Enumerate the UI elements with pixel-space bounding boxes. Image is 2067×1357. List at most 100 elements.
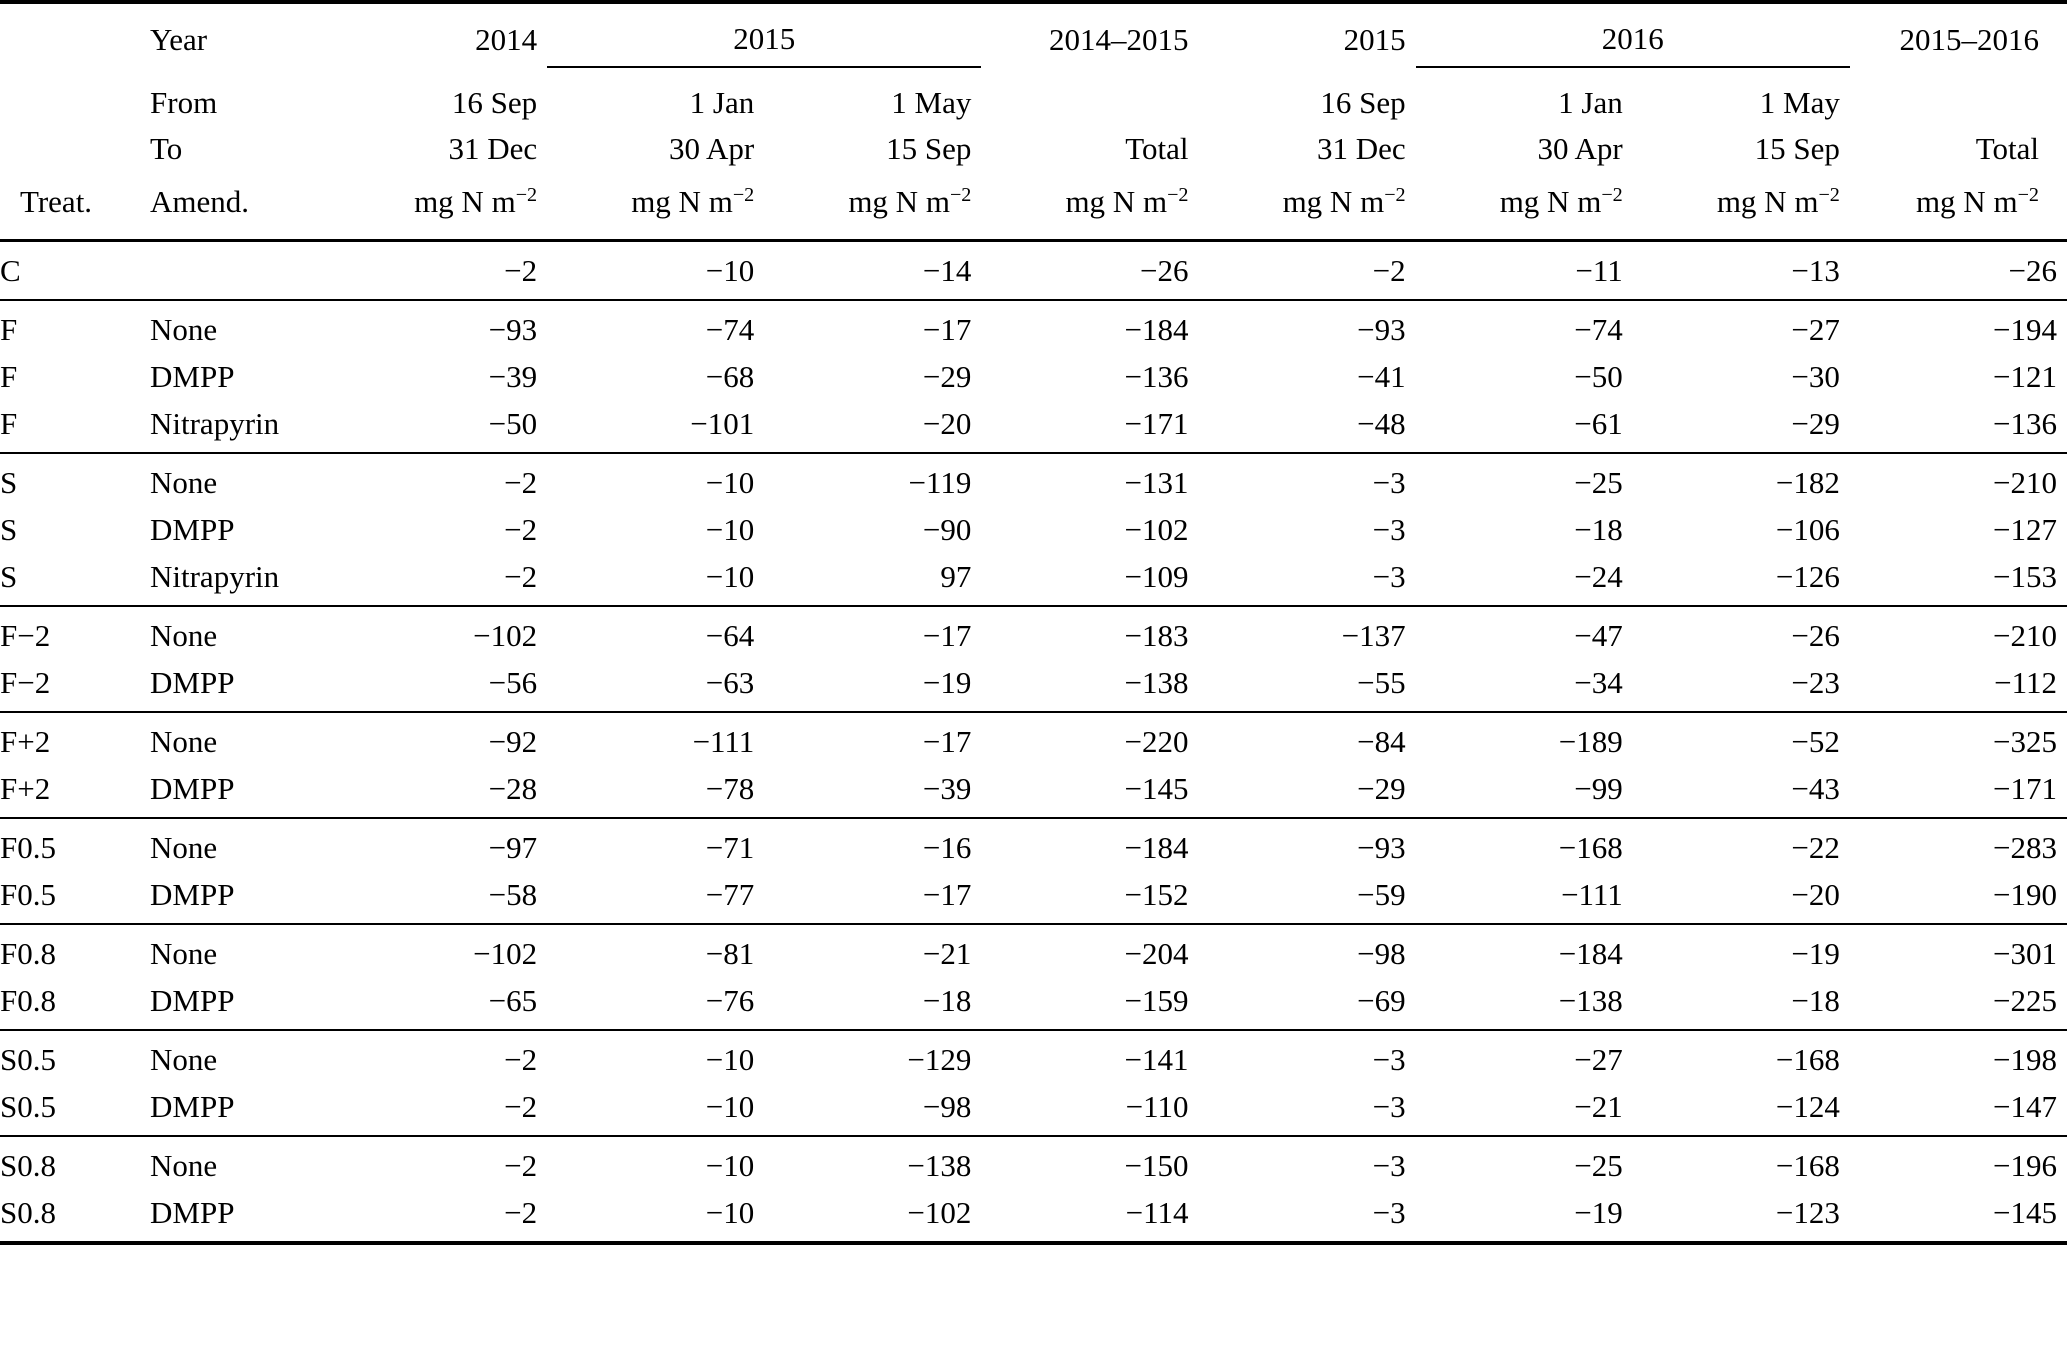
value-cell: −131 [1124, 465, 1189, 501]
amendment-cell: DMPP [150, 665, 235, 701]
treatment-cell: S [0, 512, 18, 548]
value-cell: −64 [705, 618, 755, 654]
value-cell: −168 [1558, 830, 1623, 866]
value-cell: −26 [1140, 253, 1189, 289]
value-cell: −136 [1993, 406, 2057, 442]
value-cell: −159 [1124, 983, 1189, 1019]
value-cell: −61 [1574, 406, 1623, 442]
value-cell: −63 [705, 665, 755, 701]
value-cell: −102 [1124, 512, 1189, 548]
from-col-2: 1 Jan [689, 85, 755, 120]
unit-exponent: −2 [515, 184, 538, 206]
value-cell: −59 [1357, 877, 1406, 913]
treatment-cell: F [0, 359, 18, 395]
value-cell: −56 [488, 665, 538, 701]
value-cell: −10 [705, 1089, 755, 1125]
value-cell: −58 [488, 877, 538, 913]
table-row: S0.8 None −2 −10 −138 −150 −3 −25 −168 −196 [0, 1136, 2067, 1189]
value-cell: −10 [705, 512, 755, 548]
treatment-cell: S [0, 465, 18, 501]
unit-exponent: −2 [949, 184, 972, 206]
value-cell: −3 [1372, 1089, 1406, 1125]
value-cell: −3 [1372, 1195, 1406, 1231]
amendment-cell: None [150, 312, 218, 348]
treatment-cell: F0.5 [0, 830, 56, 866]
value-cell: −283 [1993, 830, 2057, 866]
value-cell: −2 [504, 512, 538, 548]
to-col-3: 15 Sep [886, 131, 972, 166]
col-group-2015: 2015 [547, 2, 982, 68]
value-cell: −10 [705, 1148, 755, 1184]
value-cell: −17 [922, 877, 972, 913]
amendment-cell: Nitrapyrin [150, 559, 280, 595]
empty-cell [0, 126, 150, 172]
amendment-cell: None [150, 936, 218, 972]
value-cell: −112 [1994, 665, 2057, 701]
value-cell: −84 [1357, 724, 1406, 760]
value-cell: −69 [1357, 983, 1406, 1019]
treatment-cell: F−2 [0, 618, 51, 654]
treatment-cell: S0.8 [0, 1148, 56, 1184]
value-cell: −18 [1574, 512, 1623, 548]
value-cell: −110 [1125, 1089, 1189, 1125]
treatment-group: F0.5 None −97 −71 −16 −184 −93 −168 −22 −283 F0.5 D… [0, 818, 2067, 924]
value-cell: −152 [1124, 877, 1189, 913]
table-row: S None −2 −10 −119 −131 −3 −25 −182 −210 [0, 453, 2067, 506]
table-row: C −2 −10 −14 −26 −2 −11 −13 −26 [0, 241, 2067, 301]
value-cell: −137 [1341, 618, 1406, 654]
treatment-group: F0.8 None −102 −81 −21 −204 −98 −184 −19 −301 F0.8… [0, 924, 2067, 1030]
value-cell: −20 [922, 406, 972, 442]
value-cell: −2 [504, 465, 538, 501]
value-cell: −92 [488, 724, 538, 760]
treatment-cell: S0.5 [0, 1089, 56, 1125]
value-cell: −43 [1791, 771, 1840, 807]
value-cell: −184 [1124, 830, 1189, 866]
value-cell: −119 [908, 465, 972, 501]
value-cell: −74 [1574, 312, 1623, 348]
unit-base: mg N m [631, 184, 733, 220]
value-cell: −19 [1791, 936, 1840, 972]
from-col-6: 1 Jan [1558, 85, 1623, 120]
value-cell: −147 [1993, 1089, 2057, 1125]
value-cell: −14 [922, 253, 972, 289]
table-row: F+2 None −92 −111 −17 −220 −84 −189 −52 −325 [0, 712, 2067, 765]
value-cell: 97 [940, 559, 972, 595]
value-cell: −48 [1357, 406, 1406, 442]
from-col-3: 1 May [891, 85, 972, 120]
value-cell: −30 [1791, 359, 1840, 395]
value-cell: −26 [1791, 618, 1840, 654]
value-cell: −19 [1574, 1195, 1623, 1231]
value-cell: −153 [1993, 559, 2057, 595]
table-header: Year 2014 2015 2014–2015 2015 2016 2015–… [0, 2, 2067, 241]
value-cell: −129 [907, 1042, 972, 1078]
value-cell: −171 [1993, 771, 2057, 807]
value-cell: −126 [1775, 559, 1840, 595]
treatment-cell: F [0, 312, 18, 348]
table-row: S0.5 None −2 −10 −129 −141 −3 −27 −168 −198 [0, 1030, 2067, 1083]
value-cell: −98 [1357, 936, 1406, 972]
unit-base: mg N m [1282, 184, 1385, 220]
value-cell: −25 [1574, 465, 1623, 501]
value-cell: −22 [1791, 830, 1840, 866]
table-row: F−2 DMPP −56 −63 −19 −138 −55 −34 −23 −112 [0, 659, 2067, 712]
value-cell: −52 [1791, 724, 1840, 760]
value-cell: −210 [1993, 465, 2057, 501]
value-cell: −184 [1558, 936, 1623, 972]
value-cell: −93 [1357, 830, 1406, 866]
treatment-cell: F0.8 [0, 983, 56, 1019]
from-col-5: 16 Sep [1320, 85, 1406, 120]
value-cell: −2 [504, 1089, 538, 1125]
value-cell: −123 [1775, 1195, 1840, 1231]
header-row-units: Treat. Amend. mg N m−2 mg N m−2 mg N m−2… [0, 172, 2067, 241]
amend-label: Amend. [150, 184, 250, 220]
value-cell: −26 [2008, 253, 2057, 289]
col-group-2015-2016: 2015–2016 [1899, 22, 2040, 57]
value-cell: −171 [1124, 406, 1189, 442]
value-cell: −28 [488, 771, 538, 807]
unit-base: mg N m [1499, 184, 1602, 220]
amendment-cell: None [150, 830, 218, 866]
table-row: F0.8 DMPP −65 −76 −18 −159 −69 −138 −18 −225 [0, 977, 2067, 1030]
to-col-2: 30 Apr [669, 131, 755, 166]
value-cell: −81 [705, 936, 755, 972]
